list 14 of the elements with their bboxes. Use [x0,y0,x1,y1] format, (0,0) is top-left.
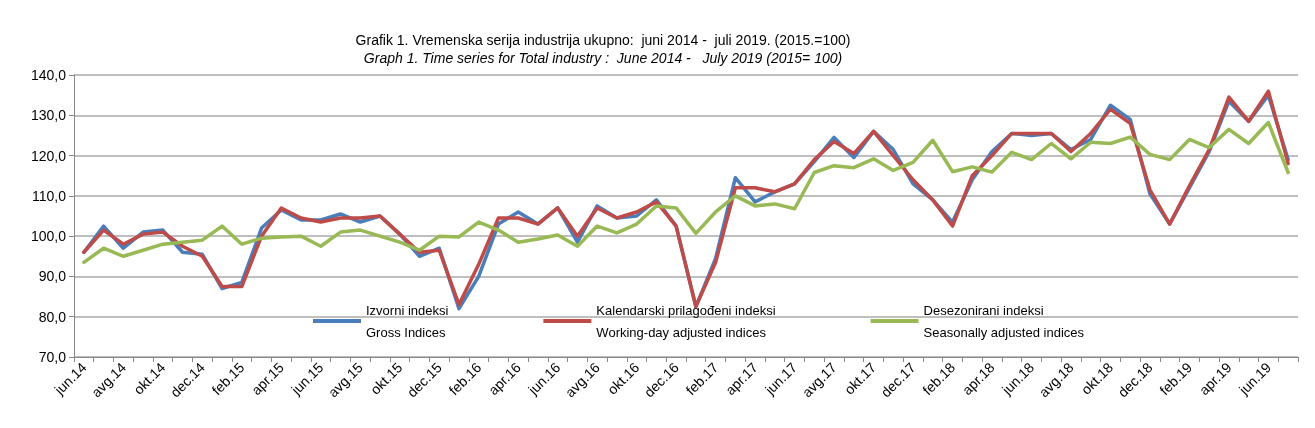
y-tick-label: 120,0 [30,147,67,164]
y-tick-label: 110,0 [32,187,67,204]
chart-title: Grafik 1. Vremenska serija industrija ukupno: juni 2014 - juli 2019. (2015.=100) [355,32,851,48]
y-tick-label: 140,0 [30,67,67,83]
chart-subtitle: Graph 1. Time series for Total industry : June 2014 - July 2019 (2015= 100) [363,50,843,66]
legend-label: Kalendarski prilagođeni indeksi Working-day adjusted indices [596,302,776,340]
y-tick-label: 70,0 [38,349,67,365]
legend-label: Izvorni indeksi Gross Indices [366,302,449,340]
y-tick-label: 130,0 [30,107,67,124]
y-tick-label: 90,0 [38,268,67,285]
y-tick-label: 100,0 [30,228,67,245]
legend-label: Desezonirani indeksi Seasonally adjusted indices [923,302,1085,340]
y-tick-label: 80,0 [38,308,67,325]
line-series [82,120,1290,265]
